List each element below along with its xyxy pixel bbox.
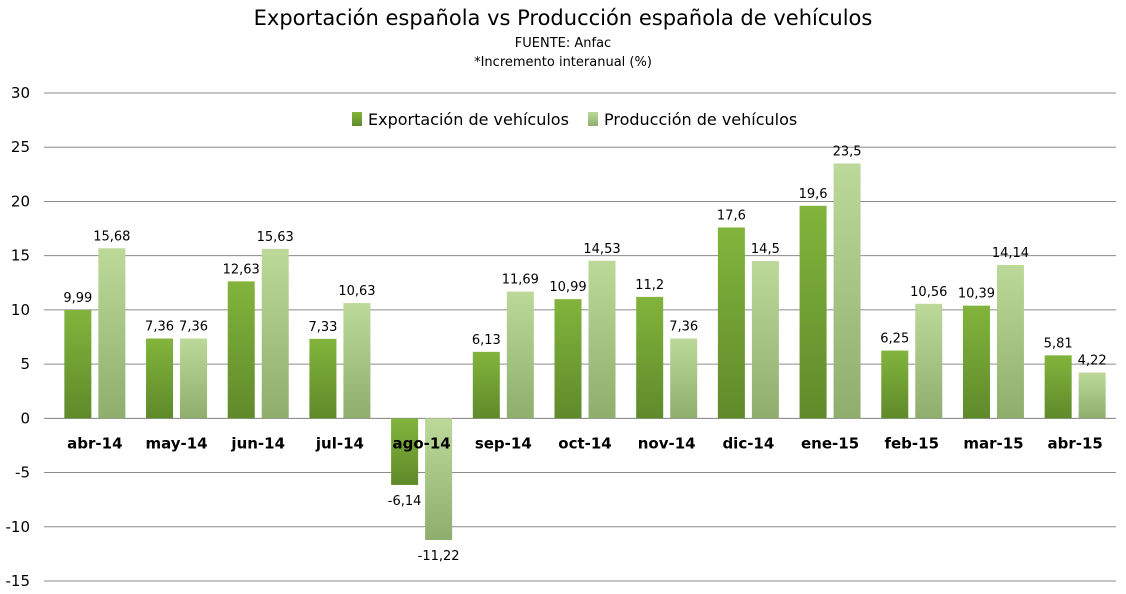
bar-exportacion-abr-14 — [64, 309, 92, 419]
data-label: 7,36 — [179, 320, 208, 335]
y-tick-label: -15 — [6, 572, 31, 590]
bar-produccion-nov-14 — [670, 338, 698, 419]
data-label: 12,63 — [223, 262, 260, 277]
data-label: 23,5 — [833, 144, 862, 159]
category-label: feb-15 — [884, 434, 939, 452]
bar-exportacion-nov-14 — [636, 296, 664, 419]
y-tick-label: 25 — [11, 138, 30, 156]
y-tick-label: 30 — [11, 84, 30, 102]
category-labels: abr-14 may-14 jun-14 jul-14 ago-14 sep-14 oct-… — [67, 434, 1103, 452]
y-tick-label: -10 — [6, 518, 31, 536]
bar-produccion-feb-15 — [915, 303, 943, 419]
bar-produccion-abr-15 — [1078, 372, 1106, 419]
legend-swatch-produccion — [588, 112, 598, 126]
y-tick-label: -5 — [15, 464, 30, 482]
legend-label-produccion: Producción de vehículos — [604, 110, 797, 129]
category-label: abr-15 — [1047, 434, 1102, 452]
y-tick-label: 20 — [11, 192, 30, 210]
data-label: 7,36 — [669, 320, 698, 335]
category-label: jun-14 — [230, 434, 285, 452]
bar-produccion-jul-14 — [343, 303, 371, 419]
data-label: -11,22 — [418, 549, 460, 564]
category-label: dic-14 — [722, 434, 774, 452]
category-label: may-14 — [145, 434, 207, 452]
data-label: 9,99 — [63, 291, 92, 306]
data-label: 11,2 — [635, 278, 664, 293]
bar-produccion-jun-14 — [261, 248, 289, 419]
bar-exportacion-ene-15 — [799, 205, 827, 419]
legend-label-exportacion: Exportación de vehículos — [368, 110, 569, 129]
bar-exportacion-abr-15 — [1044, 355, 1072, 419]
chart-note: *Incremento interanual (%) — [474, 55, 652, 70]
bar-produccion-ago-14 — [425, 418, 453, 541]
bar-produccion-abr-14 — [98, 248, 126, 419]
bar-exportacion-jul-14 — [309, 338, 337, 419]
data-label: 15,63 — [257, 230, 294, 245]
data-label: 14,14 — [992, 246, 1029, 261]
data-labels: 9,99 15,68 7,36 7,36 12,63 15,63 7,33 10,63 -6,1… — [63, 144, 1106, 564]
bar-produccion-dic-14 — [751, 261, 779, 419]
bar-produccion-oct-14 — [588, 260, 616, 419]
bar-produccion-ene-15 — [833, 163, 861, 419]
category-label: sep-14 — [475, 434, 532, 452]
bars — [64, 163, 1106, 541]
data-label: 10,39 — [958, 287, 995, 302]
bar-exportacion-mar-15 — [962, 305, 990, 419]
y-tick-label: 0 — [20, 409, 30, 427]
category-label: ene-15 — [801, 434, 859, 452]
category-label: abr-14 — [67, 434, 122, 452]
data-label: 17,6 — [717, 208, 746, 223]
category-label: mar-15 — [963, 434, 1023, 452]
y-tick-label: 10 — [11, 301, 30, 319]
data-label: 5,81 — [1044, 336, 1073, 351]
data-label: 4,22 — [1078, 354, 1107, 369]
data-label: 7,36 — [145, 320, 174, 335]
y-tick-label: 15 — [11, 247, 30, 265]
chart-subtitle: FUENTE: Anfac — [514, 36, 612, 51]
bar-exportacion-dic-14 — [717, 227, 745, 419]
y-tick-label: 5 — [20, 355, 30, 373]
bar-exportacion-may-14 — [146, 338, 174, 419]
category-label: nov-14 — [638, 434, 696, 452]
data-label: 14,53 — [583, 242, 620, 257]
data-label: 10,56 — [910, 285, 947, 300]
legend-swatch-exportacion — [352, 112, 362, 126]
bar-exportacion-jun-14 — [227, 281, 255, 419]
data-label: 6,13 — [472, 333, 501, 348]
bar-produccion-may-14 — [180, 338, 208, 419]
data-label: 6,25 — [880, 332, 909, 347]
category-label: ago-14 — [392, 434, 450, 452]
bar-exportacion-feb-15 — [881, 350, 909, 419]
data-label: 7,33 — [308, 320, 337, 335]
category-label: jul-14 — [315, 434, 364, 452]
data-label: 15,68 — [93, 229, 130, 244]
category-label: oct-14 — [558, 434, 611, 452]
bar-exportacion-sep-14 — [472, 351, 500, 419]
data-label: 10,99 — [549, 280, 586, 295]
data-label: -6,14 — [388, 494, 422, 509]
bar-exportacion-oct-14 — [554, 299, 582, 419]
data-label: 19,6 — [799, 187, 828, 202]
bar-produccion-sep-14 — [506, 291, 534, 419]
chart-title: Exportación española vs Producción españ… — [253, 6, 873, 30]
data-label: 11,69 — [502, 273, 539, 288]
data-label: 14,5 — [751, 242, 780, 257]
bar-produccion-mar-15 — [996, 264, 1024, 419]
bar-exportacion-ago-14 — [391, 418, 419, 485]
legend: Exportación de vehículos Producción de v… — [352, 110, 797, 129]
data-label: 10,63 — [338, 284, 375, 299]
